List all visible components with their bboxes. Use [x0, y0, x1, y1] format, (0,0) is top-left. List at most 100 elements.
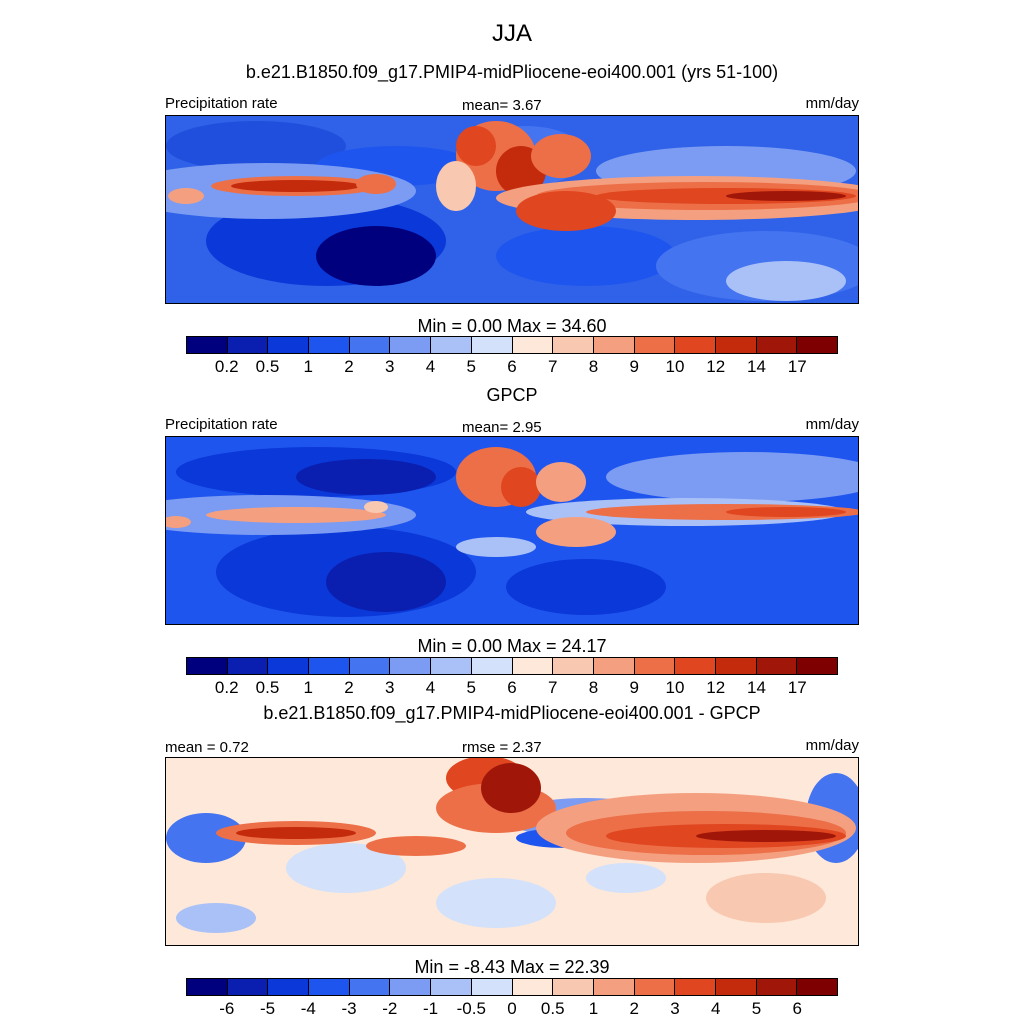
colorbar-tick-label: 1	[303, 357, 313, 376]
colorbar-swatch	[187, 337, 228, 353]
panel2-heading: GPCP	[486, 385, 538, 405]
colorbar-tick-label: -0.5	[456, 999, 486, 1018]
colorbar-swatch	[756, 979, 798, 995]
panel3-colorbar-ticks: -6 -5 -4 -3 -2 -1 -0.5 0 0.5 1 2 3 4 5 6	[186, 999, 838, 1021]
colorbar-swatch	[715, 658, 757, 674]
colorbar-swatch	[593, 658, 635, 674]
colorbar-tick-label: -1	[422, 999, 439, 1018]
colorbar-tick-label: 0.5	[255, 678, 280, 697]
colorbar-tick-label: 4	[711, 999, 721, 1018]
colorbar-swatch	[553, 979, 594, 995]
panel2-colorbar-ticks: 0.2 0.5 1 2 3 4 5 6 7 8 9 10 12 14 17	[186, 678, 838, 700]
colorbar-swatch	[390, 337, 432, 353]
colorbar-swatch	[715, 337, 757, 353]
colorbar-swatch	[268, 979, 310, 995]
panel3-minmax: Min = -8.43 Max = 22.39	[414, 957, 610, 977]
colorbar-tick-label: 6	[507, 357, 517, 376]
panel2-minmax: Min = 0.00 Max = 24.17	[417, 636, 607, 656]
colorbar-swatch	[593, 337, 635, 353]
panel1-colorbar-ticks: 0.2 0.5 1 2 3 4 5 6 7 8 9 10 12 14 17	[186, 357, 838, 379]
colorbar-tick-label: 17	[787, 678, 807, 697]
colorbar-tick-label: -2	[382, 999, 398, 1018]
colorbar-swatch	[471, 337, 513, 353]
colorbar-swatch	[756, 658, 798, 674]
panel2-colorbar	[186, 657, 838, 675]
colorbar-tick-label: 14	[747, 357, 766, 376]
panel1-minmax: Min = 0.00 Max = 34.60	[417, 316, 607, 336]
colorbar-tick-label: 5	[751, 999, 762, 1018]
panel1-units-label: mm/day	[805, 95, 859, 112]
colorbar-swatch	[349, 658, 391, 674]
colorbar-swatch	[593, 979, 635, 995]
colorbar-swatch	[390, 658, 432, 674]
colorbar-swatch	[390, 979, 432, 995]
colorbar-tick-label: 9	[629, 678, 639, 697]
colorbar-swatch	[756, 337, 798, 353]
colorbar-tick-label: 5	[466, 357, 476, 376]
colorbar-tick-label: -5	[259, 999, 276, 1018]
colorbar-swatch	[309, 658, 350, 674]
colorbar-swatch	[227, 979, 269, 995]
colorbar-swatch	[431, 979, 472, 995]
colorbar-tick-label: 2	[629, 999, 639, 1018]
colorbar-tick-label: 3	[385, 357, 395, 376]
colorbar-tick-label: 2	[344, 357, 354, 376]
panel3-mean-label: mean = 0.72	[165, 739, 249, 756]
colorbar-tick-label: 0.5	[255, 357, 280, 376]
colorbar-tick-label: 8	[588, 357, 599, 376]
colorbar-swatch	[309, 337, 350, 353]
colorbar-swatch	[431, 337, 472, 353]
colorbar-swatch	[268, 658, 310, 674]
colorbar-tick-label: 0.2	[214, 678, 239, 697]
panel1-variable-label: Precipitation rate	[165, 95, 278, 112]
colorbar-tick-label: 2	[344, 678, 354, 697]
colorbar-swatch	[512, 979, 554, 995]
colorbar-tick-label: 17	[787, 357, 807, 376]
colorbar-swatch	[675, 979, 716, 995]
panel1-map	[165, 115, 859, 304]
colorbar-tick-label: 7	[548, 678, 558, 697]
colorbar-swatch	[349, 337, 391, 353]
colorbar-tick-label: 6	[507, 678, 517, 697]
colorbar-swatch	[675, 337, 716, 353]
colorbar-swatch	[512, 658, 554, 674]
panel1-mean-label: mean= 3.67	[462, 97, 542, 114]
colorbar-swatch	[553, 337, 594, 353]
colorbar-tick-label: 0	[507, 999, 517, 1018]
colorbar-swatch	[471, 658, 513, 674]
colorbar-swatch	[349, 979, 391, 995]
panel3-rmse-label: rmse = 2.37	[462, 739, 542, 756]
colorbar-tick-label: 3	[385, 678, 395, 697]
colorbar-swatch	[715, 979, 757, 995]
colorbar-tick-label: 0.2	[214, 357, 239, 376]
panel3-map	[165, 757, 859, 946]
colorbar-swatch	[675, 658, 716, 674]
colorbar-tick-label: -6	[219, 999, 235, 1018]
colorbar-swatch	[512, 337, 554, 353]
colorbar-swatch	[797, 979, 837, 995]
panel3-heading: b.e21.B1850.f09_g17.PMIP4-midPliocene-eo…	[263, 703, 761, 723]
colorbar-swatch	[553, 658, 594, 674]
colorbar-tick-label: 14	[747, 678, 766, 697]
panel3-units-label: mm/day	[805, 737, 859, 754]
colorbar-tick-label: 10	[665, 678, 685, 697]
panel3-colorbar	[186, 978, 838, 996]
colorbar-tick-label: 6	[792, 999, 802, 1018]
panel2-units-label: mm/day	[805, 416, 859, 433]
colorbar-tick-label: -3	[341, 999, 357, 1018]
colorbar-swatch	[634, 337, 676, 353]
colorbar-swatch	[634, 979, 676, 995]
colorbar-tick-label: 5	[466, 678, 476, 697]
panel1-heading: b.e21.B1850.f09_g17.PMIP4-midPliocene-eo…	[245, 62, 779, 82]
panel2-mean-label: mean= 2.95	[462, 419, 542, 436]
colorbar-tick-label: 4	[425, 678, 436, 697]
colorbar-swatch	[187, 658, 228, 674]
colorbar-tick-label: 1	[303, 678, 313, 697]
colorbar-tick-label: 9	[629, 357, 639, 376]
colorbar-tick-label: 3	[670, 999, 680, 1018]
colorbar-tick-label: 10	[665, 357, 685, 376]
colorbar-swatch	[797, 658, 837, 674]
colorbar-swatch	[634, 658, 676, 674]
colorbar-swatch	[797, 337, 837, 353]
colorbar-swatch	[227, 658, 269, 674]
